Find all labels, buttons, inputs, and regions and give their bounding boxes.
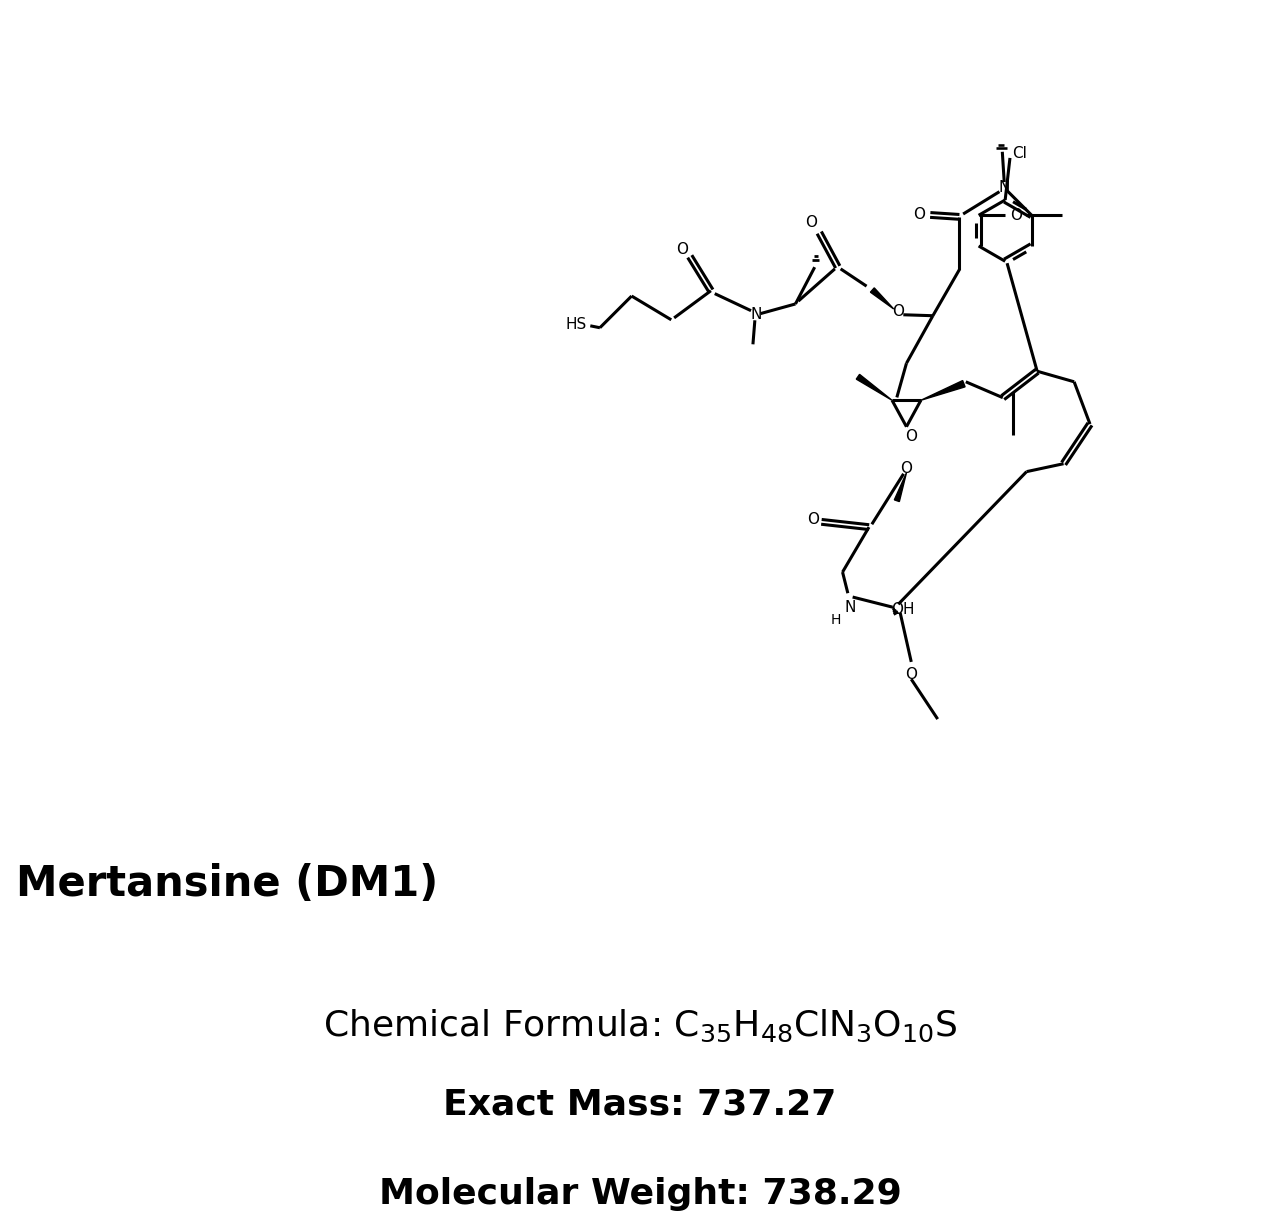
Text: O: O <box>900 462 913 477</box>
Text: H: H <box>831 614 841 627</box>
Text: O: O <box>905 429 918 444</box>
Text: Molecular Weight: 738.29: Molecular Weight: 738.29 <box>379 1177 901 1211</box>
Text: O: O <box>913 207 924 222</box>
Polygon shape <box>856 375 892 400</box>
Text: Chemical Formula: $\mathregular{C_{35}H_{48}ClN_{3}O_{10}S}$: Chemical Formula: $\mathregular{C_{35}H_… <box>323 1008 957 1045</box>
Text: O: O <box>676 241 687 257</box>
Text: N: N <box>750 307 762 322</box>
Text: O: O <box>1011 208 1023 223</box>
Text: Mertansine (DM1): Mertansine (DM1) <box>15 864 438 906</box>
Polygon shape <box>895 473 906 501</box>
Text: O: O <box>905 667 918 681</box>
Text: O: O <box>805 216 818 230</box>
Polygon shape <box>870 288 893 309</box>
Text: OH: OH <box>891 601 915 616</box>
Text: Exact Mass: 737.27: Exact Mass: 737.27 <box>443 1088 837 1121</box>
Text: HS: HS <box>566 318 586 333</box>
Text: O: O <box>808 511 819 527</box>
Text: O: O <box>892 304 905 319</box>
Text: N: N <box>844 600 855 615</box>
Polygon shape <box>920 381 965 400</box>
Text: Cl: Cl <box>1012 145 1027 160</box>
Text: N: N <box>998 180 1010 196</box>
